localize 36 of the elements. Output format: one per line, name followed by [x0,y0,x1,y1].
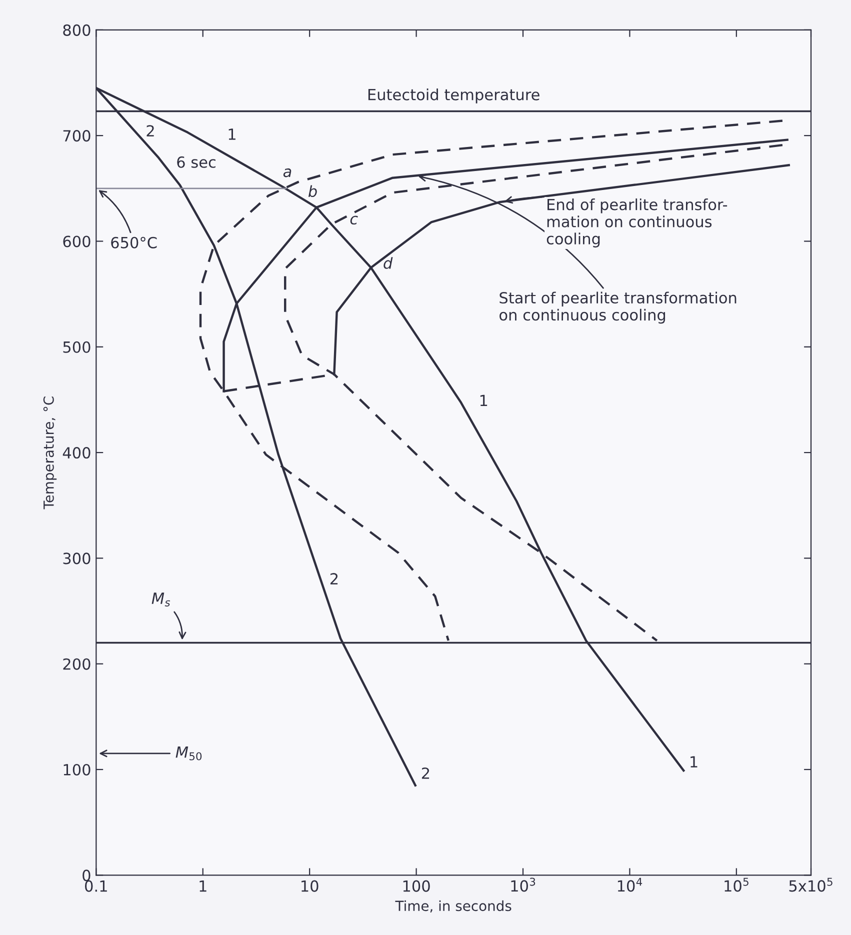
y-tick-label: 0 [82,870,90,882]
annotation: 1 [690,756,698,768]
y-tick-label: 600 [63,236,90,248]
y-tick-label: 300 [63,552,90,564]
y-tick-label: 700 [63,130,90,142]
x-axis-title: Time, in seconds [395,900,512,913]
annotation: c [350,216,358,225]
y-tick-label: 200 [63,658,90,670]
annotation: Start of pearlite transformation on continuous cooling [500,292,736,324]
x-tick-label: 10$^{3}$ [511,878,536,892]
x-tick-label: 0.1 [85,880,107,892]
annotation: 1 [228,128,236,140]
annotation: 1 [480,394,488,406]
y-axis-title: Temperature, °C [43,396,57,510]
annotation: a [283,168,292,178]
x-tick-label: 1 [200,880,206,892]
y-tick-label: 500 [63,341,90,353]
annotation: d [384,257,393,269]
y-tick-label: 100 [64,764,90,776]
annotation: 6 sec [177,156,216,168]
ref-line-label: M$_{s}$ [152,592,170,606]
x-tick-label: 10 [302,880,318,892]
x-tick-label: 5x10$^{5}$ [789,878,832,892]
ref-line-label: Eutectoid temperature [368,88,540,104]
annotation: End of pearlite transfor- mation on continuous cooling [546,198,728,248]
annotation: 2 [146,125,154,136]
x-tick-label: 10$^{5}$ [724,878,748,892]
annotation: b [308,185,317,198]
annotation: M$_{50}$ [176,746,202,760]
annotation: 650°C [111,236,157,248]
annotation: 2 [422,767,430,779]
annotation: 2 [330,573,338,584]
x-tick-label: 10$^{4}$ [618,878,642,892]
x-tick-label: 100 [403,880,430,892]
y-tick-label: 400 [62,447,90,459]
y-tick-label: 800 [63,24,90,36]
